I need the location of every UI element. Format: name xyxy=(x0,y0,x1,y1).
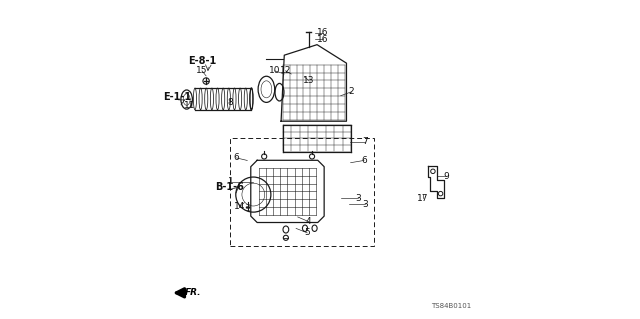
Text: 13: 13 xyxy=(303,76,315,85)
Text: 7: 7 xyxy=(362,137,367,146)
Bar xyxy=(230,138,374,246)
Text: 14: 14 xyxy=(234,202,245,211)
Text: 6: 6 xyxy=(361,156,367,165)
Text: TS84B0101: TS84B0101 xyxy=(431,303,472,308)
Text: 1: 1 xyxy=(228,177,234,186)
Text: 12: 12 xyxy=(280,66,291,75)
Text: 11: 11 xyxy=(184,101,196,110)
Text: 17: 17 xyxy=(417,194,428,203)
Text: 3: 3 xyxy=(362,200,367,209)
Text: 8: 8 xyxy=(227,98,233,107)
Text: E-1-1: E-1-1 xyxy=(163,92,191,102)
Text: 16: 16 xyxy=(317,35,328,44)
Text: 4: 4 xyxy=(306,217,312,226)
Text: B-1-6: B-1-6 xyxy=(214,182,244,192)
Text: 15: 15 xyxy=(196,66,208,75)
Text: 16: 16 xyxy=(317,28,328,37)
Text: FR.: FR. xyxy=(185,288,202,297)
Text: E-8-1: E-8-1 xyxy=(188,56,216,66)
Text: 6: 6 xyxy=(234,153,239,162)
Text: 5: 5 xyxy=(305,228,310,237)
Text: 10: 10 xyxy=(269,66,280,75)
Text: 9: 9 xyxy=(443,172,449,181)
Text: 2: 2 xyxy=(348,87,354,96)
Text: 3: 3 xyxy=(355,194,361,203)
